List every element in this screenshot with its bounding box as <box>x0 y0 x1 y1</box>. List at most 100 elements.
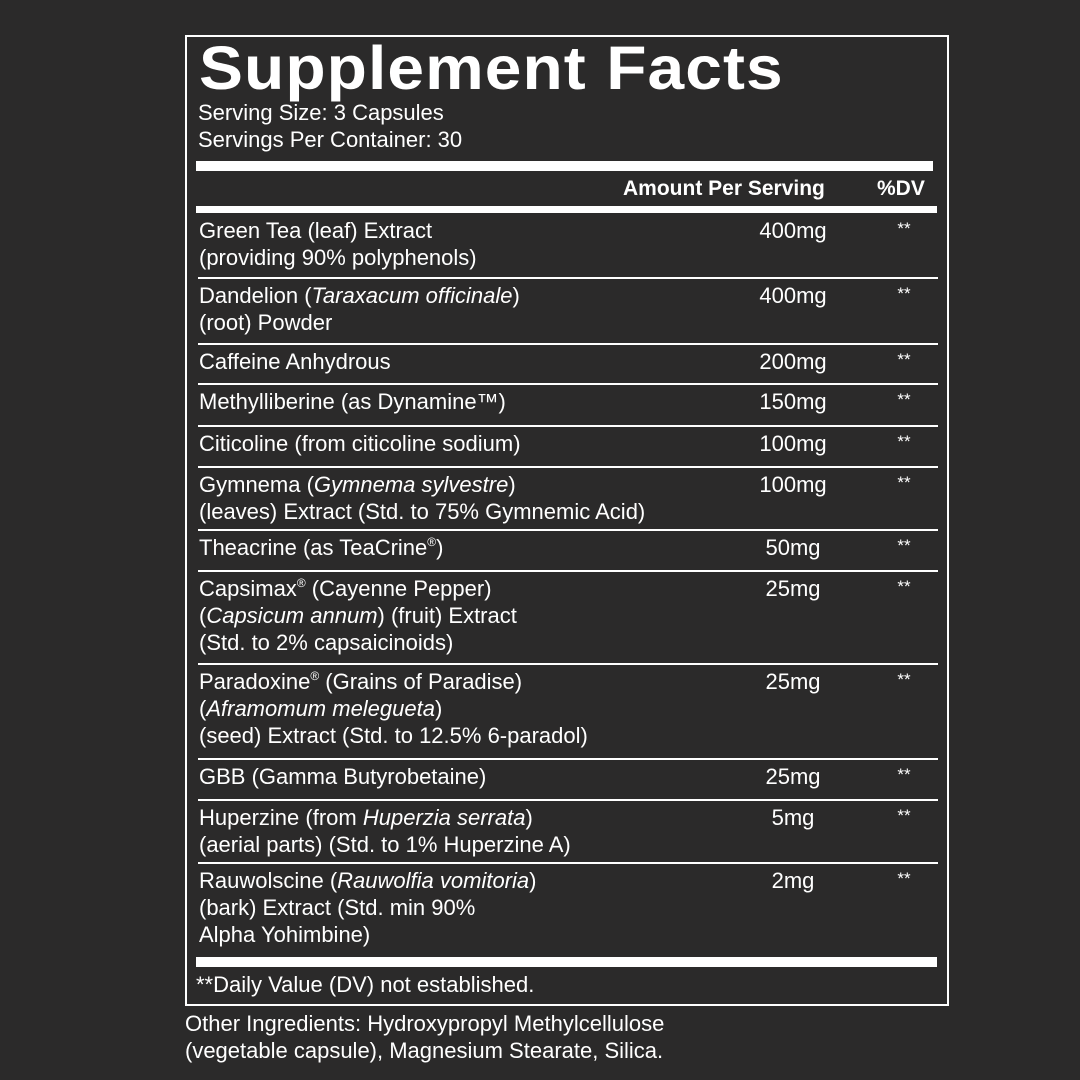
name-segment: Capsicum annum <box>206 603 378 628</box>
ingredient-row: GBB (Gamma Butyrobetaine) 25mg ** <box>198 759 938 801</box>
name-segment: Huperzine (from <box>199 805 363 830</box>
supplement-facts-panel: Supplement Facts Serving Size: 3 Capsule… <box>185 34 949 1006</box>
ingredient-amount: 400mg <box>759 218 827 243</box>
registered-mark: ® <box>310 669 320 683</box>
serving-size: Serving Size: 3 Capsules <box>198 100 444 125</box>
name-segment: (Grains of Paradise) <box>319 669 523 694</box>
other-ingredients-line-2: (vegetable capsule), Magnesium Stearate,… <box>185 1038 664 1063</box>
ingredient-row: Methylliberine (as Dynamine™) 150mg ** <box>198 384 938 427</box>
ingredient-dv: ** <box>897 806 911 825</box>
ingredient-name-line: Methylliberine (as Dynamine™) <box>199 388 506 415</box>
ingredient-dv: ** <box>897 473 911 492</box>
registered-mark: ® <box>427 535 437 549</box>
footnote: **Daily Value (DV) not established. <box>196 972 535 997</box>
ingredient-amount: 100mg <box>759 472 827 497</box>
ingredient-dv: ** <box>897 765 911 784</box>
ingredient-dv: ** <box>897 284 911 303</box>
ingredient-name-line: Huperzine (from Huperzia serrata) <box>199 804 571 831</box>
row-divider <box>198 529 938 531</box>
name-segment: ) <box>508 472 516 497</box>
ingredient-dv: ** <box>897 219 911 238</box>
dv-header: %DV <box>877 177 925 200</box>
name-segment: Capsimax <box>199 576 297 601</box>
ingredient-name-line: Theacrine (as TeaCrine®) <box>199 534 443 561</box>
ingredient-amount: 25mg <box>765 669 821 694</box>
ingredient-dv: ** <box>897 390 911 409</box>
ingredient-name-line: Alpha Yohimbine) <box>199 921 536 948</box>
ingredient-name: Rauwolscine (Rauwolfia vomitoria) (bark) … <box>199 867 536 948</box>
ingredient-dv: ** <box>897 577 911 596</box>
row-divider <box>198 663 938 665</box>
ingredient-name: Dandelion (Taraxacum officinale) (root) P… <box>199 282 520 336</box>
ingredient-row: Capsimax® (Cayenne Pepper) (Capsicum annu… <box>198 571 938 665</box>
ingredient-name: Theacrine (as TeaCrine®) <box>199 534 443 561</box>
ingredient-name: Capsimax® (Cayenne Pepper) (Capsicum annu… <box>199 575 517 656</box>
ingredient-name-line: Green Tea (leaf) Extract <box>199 217 477 244</box>
other-ingredients-line-1: Other Ingredients: Hydroxypropyl Methylc… <box>185 1011 665 1036</box>
name-segment: Caffeine Anhydrous <box>199 349 391 374</box>
name-segment: Aframomum melegueta <box>206 696 435 721</box>
name-segment: Rauwolfia vomitoria <box>337 868 530 893</box>
ingredient-name: Huperzine (from Huperzia serrata) (aerial… <box>199 804 571 858</box>
name-segment: (Std. to 2% capsaicinoids) <box>199 630 454 655</box>
amount-header: Amount Per Serving <box>623 177 825 200</box>
ingredient-dv: ** <box>897 869 911 888</box>
row-divider <box>198 758 938 760</box>
name-segment: (root) Powder <box>199 310 333 335</box>
name-segment: Methylliberine (as Dynamine™) <box>199 389 506 414</box>
ingredient-name: Gymnema (Gymnema sylvestre) (leaves) Extr… <box>199 471 645 525</box>
ingredient-name-line: Capsimax® (Cayenne Pepper) <box>199 575 517 602</box>
name-segment: (Cayenne Pepper) <box>305 576 492 601</box>
registered-mark: ® <box>296 576 306 590</box>
name-segment: Theacrine (as TeaCrine <box>199 535 428 560</box>
ingredient-name-line: (root) Powder <box>199 309 520 336</box>
ingredient-dv: ** <box>897 432 911 451</box>
row-divider <box>198 343 938 345</box>
ingredient-row: Dandelion (Taraxacum officinale) (root) P… <box>198 278 938 345</box>
ingredient-row: Citicoline (from citicoline sodium) 100mg… <box>198 426 938 468</box>
ingredient-row: Theacrine (as TeaCrine®) 50mg ** <box>198 530 938 572</box>
row-divider <box>198 862 938 864</box>
name-segment: GBB (Gamma Butyrobetaine) <box>199 764 487 789</box>
ingredient-name: Green Tea (leaf) Extract (providing 90% p… <box>199 217 477 271</box>
ingredient-name-line: (Capsicum annum) (fruit) Extract <box>199 602 517 629</box>
name-segment: Gymnema ( <box>199 472 314 497</box>
row-divider <box>198 570 938 572</box>
name-segment: ) (fruit) Extract <box>377 603 517 628</box>
servings-per-container: Servings Per Container: 30 <box>198 127 463 152</box>
row-divider <box>198 466 938 468</box>
ingredient-name: GBB (Gamma Butyrobetaine) <box>199 763 486 790</box>
name-segment: Dandelion ( <box>199 283 312 308</box>
panel-title: Supplement Facts <box>199 34 784 102</box>
ingredient-dv: ** <box>897 670 911 689</box>
ingredient-name-line: (providing 90% polyphenols) <box>199 244 477 271</box>
name-segment: ) <box>434 696 443 721</box>
name-segment: (bark) Extract (Std. min 90% <box>199 895 476 920</box>
name-segment: Alpha Yohimbine) <box>199 922 371 947</box>
ingredient-row: Caffeine Anhydrous 200mg ** <box>198 344 938 385</box>
name-segment: (leaves) Extract (Std. to 75% Gymnemic A… <box>199 499 646 524</box>
name-segment: ) <box>525 805 533 830</box>
ingredient-amount: 100mg <box>759 431 827 456</box>
name-segment: ( <box>199 696 207 721</box>
name-segment: ) <box>436 535 444 560</box>
ingredient-name-line: (leaves) Extract (Std. to 75% Gymnemic A… <box>199 498 645 525</box>
row-divider <box>198 799 938 801</box>
name-segment: (aerial parts) (Std. to 1% Huperzine A) <box>199 832 571 857</box>
ingredient-name: Methylliberine (as Dynamine™) <box>199 388 506 415</box>
ingredient-name-line: (aerial parts) (Std. to 1% Huperzine A) <box>199 831 571 858</box>
ingredient-row: Gymnema (Gymnema sylvestre) (leaves) Extr… <box>198 467 938 531</box>
name-segment: ( <box>199 603 207 628</box>
ingredient-name-line: GBB (Gamma Butyrobetaine) <box>199 763 486 790</box>
name-segment: Rauwolscine ( <box>199 868 338 893</box>
ingredient-amount: 25mg <box>765 764 821 789</box>
row-divider <box>198 425 938 427</box>
row-divider <box>198 277 938 279</box>
name-segment: Gymnema sylvestre <box>313 472 509 497</box>
ingredient-name-line: Gymnema (Gymnema sylvestre) <box>199 471 645 498</box>
ingredient-amount: 200mg <box>759 349 827 374</box>
ingredient-amount: 25mg <box>765 576 821 601</box>
header-divider <box>196 206 937 213</box>
ingredient-row: Green Tea (leaf) Extract (providing 90% p… <box>198 213 938 279</box>
ingredient-name-line: (bark) Extract (Std. min 90% <box>199 894 536 921</box>
